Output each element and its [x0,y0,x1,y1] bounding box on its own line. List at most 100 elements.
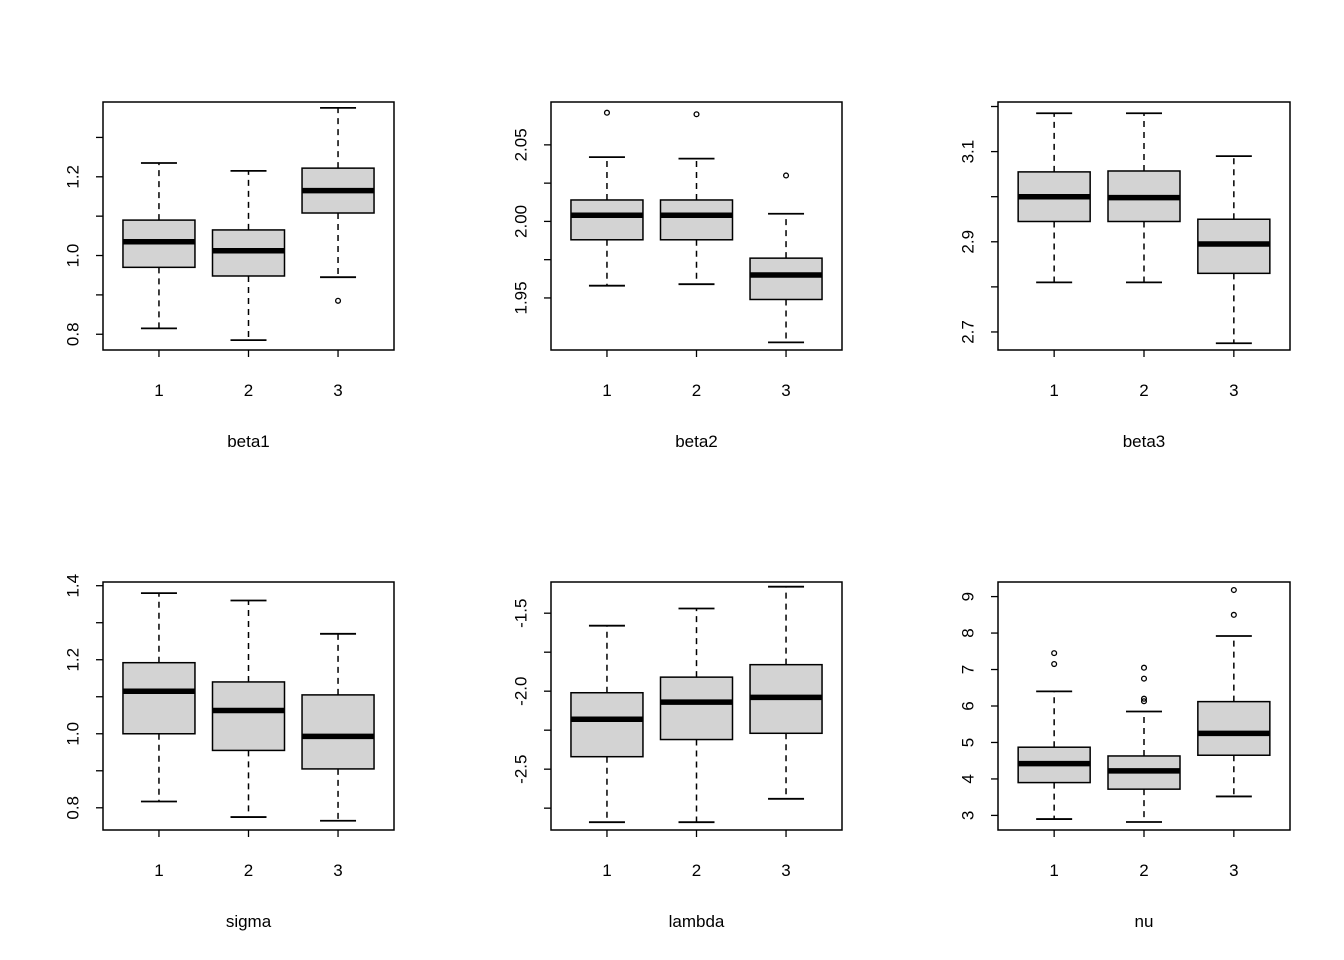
box-2 [659,111,734,286]
box-1 [122,592,196,803]
y-tick-label: 1.0 [64,722,83,746]
x-axis: 1 2 3 [154,830,343,880]
x-tick-label: 1 [602,381,611,400]
y-axis: 2.7 2.9 3.1 [959,105,998,344]
x-axis-label: beta1 [227,432,270,451]
x-axis: 1 2 3 [154,350,343,400]
x-axis: 1 2 3 [1049,830,1239,880]
x-tick-label: 3 [781,381,790,400]
box-1 [122,162,196,330]
outlier-point [1051,661,1058,668]
y-axis: 3 4 5 6 7 8 9 [959,592,998,820]
x-tick-label: 3 [333,861,342,880]
iqr-box [570,691,644,758]
box-2 [211,599,286,818]
panel-sigma: 0.8 1.0 1.2 1.4 1 2 3 sigma [64,574,395,931]
panel-beta2: 1.95 2.00 2.05 1 2 3 beta2 [512,101,843,451]
x-tick-label: 1 [154,381,163,400]
iqr-box [1197,700,1271,756]
y-tick-label: 4 [959,774,978,783]
x-tick-label: 2 [1139,381,1148,400]
panel-nu: 3 4 5 6 7 8 9 1 2 3 nu [959,581,1291,931]
iqr-box [749,257,823,301]
x-axis: 1 2 3 [602,830,791,880]
box-3 [749,172,823,344]
x-tick-label: 1 [602,861,611,880]
y-tick-label: 2.05 [512,128,531,161]
y-tick-label: -2.0 [512,677,531,706]
y-tick-label: 2.9 [959,230,978,254]
y-tick-label: 2.7 [959,320,978,344]
x-axis: 1 2 3 [1049,350,1239,400]
outlier-point [782,172,790,179]
y-tick-label: 0.8 [64,796,83,820]
y-tick-label: 0.8 [64,322,83,346]
y-axis: 0.8 1.0 1.2 [64,136,103,346]
outlier-point [1230,611,1237,618]
x-tick-label: 3 [781,861,790,880]
iqr-box [301,694,375,770]
outlier-point [1140,695,1148,702]
box-3 [1197,586,1271,798]
y-tick-label: 1.2 [64,648,83,672]
iqr-box [659,199,734,241]
y-tick-label: 1.95 [512,281,531,314]
outlier-point [1140,675,1148,682]
y-tick-label: 8 [959,628,978,637]
iqr-box [659,676,734,741]
x-tick-label: 3 [1229,861,1238,880]
outlier-point [1140,664,1148,671]
y-tick-label: 1.2 [64,165,83,189]
x-tick-label: 2 [1139,861,1148,880]
iqr-box [570,199,644,241]
box-3 [301,107,375,304]
y-axis: -2.5 -2.0 -1.5 [512,599,551,809]
box-2 [211,169,286,342]
box-1 [570,109,644,287]
x-axis-label: beta2 [675,432,718,451]
outlier-point [1140,698,1148,705]
y-tick-label: 3 [959,811,978,820]
x-tick-label: 2 [244,861,253,880]
y-tick-label: 6 [959,701,978,710]
y-tick-label: 1.0 [64,244,83,268]
x-tick-label: 2 [692,381,701,400]
x-tick-label: 1 [1049,861,1058,880]
x-axis-label: lambda [669,912,725,931]
y-tick-label: 3.1 [959,140,978,164]
y-axis: 1.95 2.00 2.05 [512,128,551,314]
panel-beta3: 2.7 2.9 3.1 1 2 3 beta3 [959,101,1291,451]
box-1 [570,624,644,824]
x-tick-label: 1 [154,861,163,880]
y-tick-label: 9 [959,592,978,601]
y-tick-label: 7 [959,665,978,674]
outlier-point [1051,650,1058,657]
box-3 [301,632,375,822]
outlier-point [1230,586,1237,594]
y-axis: 0.8 1.0 1.2 1.4 [64,574,103,820]
iqr-box [122,661,196,735]
box-3 [1197,155,1271,345]
x-tick-label: 1 [1049,381,1058,400]
box-1 [1017,650,1091,820]
panel-lambda: -2.5 -2.0 -1.5 1 2 3 lambda [512,581,843,931]
y-tick-label: -1.5 [512,599,531,628]
x-axis-label: sigma [226,912,272,931]
outlier-point [693,111,700,118]
y-tick-label: 1.4 [64,574,83,598]
x-tick-label: 3 [333,381,342,400]
box-2 [1107,112,1181,284]
y-tick-label: 5 [959,738,978,747]
outlier-point [334,297,342,304]
panel-beta1: 0.8 1.0 1.2 1 2 3 beta1 [64,101,395,451]
box-2 [1107,664,1181,823]
y-tick-label: -2.5 [512,755,531,784]
y-tick-label: 2.00 [512,205,531,238]
outlier-point [603,109,611,116]
box-1 [1017,112,1091,284]
x-tick-label: 2 [244,381,253,400]
x-tick-label: 3 [1229,381,1238,400]
box-3 [749,585,823,800]
